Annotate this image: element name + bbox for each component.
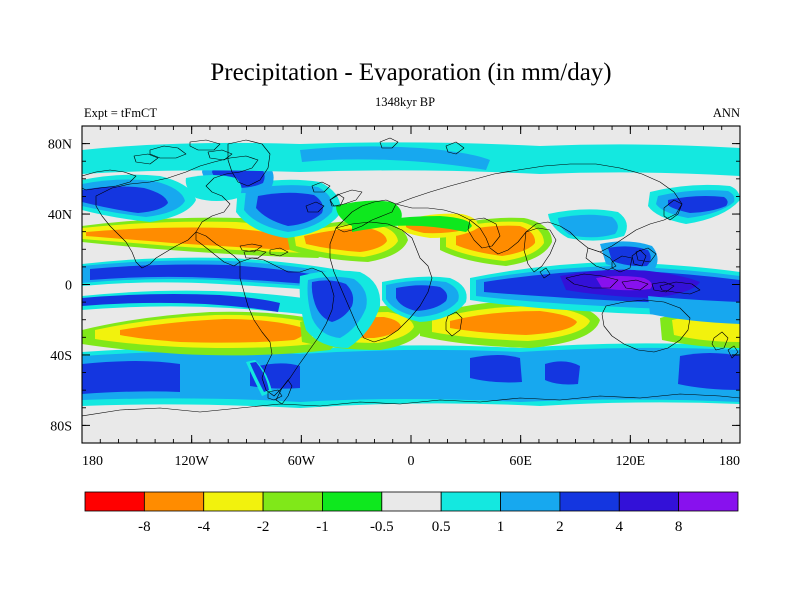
contour-band-medit-green [352, 216, 472, 232]
contour-band-sind-dry-core [450, 311, 577, 335]
x-axis-label: 60W [288, 454, 316, 469]
colorbar-segment [678, 491, 739, 512]
colorbar-tick-label: -0.5 [370, 519, 394, 535]
x-axis-label: 180 [719, 454, 740, 469]
colorbar-tick-label: 8 [675, 519, 683, 535]
colorbar-tick-label: -2 [257, 519, 270, 535]
contour-band-scs-core [608, 246, 651, 267]
contour-band-spac-dry-core [120, 319, 304, 343]
x-axis-label: 180 [82, 454, 103, 469]
contour-band-warmpool-gt8 [596, 276, 652, 291]
contour-band-asia-monsoon-core [558, 214, 618, 238]
contour-band-hudson [185, 175, 242, 201]
contour-band-africa-eq-core [396, 285, 448, 311]
colorbar-tick-label: 0.5 [432, 519, 451, 535]
colorbar-segment [322, 491, 383, 512]
colorbar-segment [381, 491, 442, 512]
contour-band-npac-storm-core [82, 186, 168, 213]
contour-band-arabian-dry-core [456, 225, 536, 256]
colorbar-segment [559, 491, 620, 512]
colorbar-tick-label: -8 [138, 519, 151, 535]
colorbar-segment [203, 491, 264, 512]
colorbar-segment [618, 491, 680, 512]
y-axis-label: 40N [48, 208, 72, 223]
x-axis-label: 0 [408, 454, 415, 469]
colorbar-tick-label: -4 [197, 519, 210, 535]
x-axis-label: 120W [175, 454, 210, 469]
contour-band-seq-pac-core [82, 294, 280, 312]
experiment-label: Expt = tFmCT [84, 106, 157, 120]
contour-band-so-2-4-c [470, 355, 522, 383]
contour-band-so-2-4-d [545, 361, 580, 385]
colorbar-segment [143, 491, 205, 512]
y-axis-label: 80S [50, 419, 72, 434]
colorbar: -8 -4 -2 -1 -0.5 0.5 1 2 4 8 [84, 491, 739, 535]
y-axis: 80N 40N 0 40S 80S [48, 125, 740, 444]
x-axis-label: 120E [616, 454, 646, 469]
contour-band-spcz [648, 296, 740, 324]
x-axis: 180 120W 60W 0 60E 120E 180 [81, 126, 741, 469]
contour-band-itcz-pac-core [90, 264, 327, 285]
map-plot-area [81, 125, 741, 444]
contour-band-natl-storm-core [256, 192, 323, 226]
contour-band-so-2-4-e [678, 353, 740, 390]
figure-title: Precipitation - Evaporation (in mm/day) [210, 59, 611, 86]
colorbar-tick-label: -1 [316, 519, 329, 535]
colorbar-segment [262, 491, 323, 512]
colorbar-segment [500, 491, 561, 512]
contour-band-europe-green [336, 200, 402, 228]
colorbar-tick-label: 4 [616, 519, 624, 535]
figure-subtitle: 1348kyr BP [375, 95, 435, 109]
contour-band-amazon-core [311, 280, 354, 322]
contour-band-so-1-2 [82, 347, 740, 402]
colorbar-tick-label: 1 [497, 519, 505, 535]
contour-field [82, 126, 740, 443]
y-axis-label: 40S [50, 349, 72, 364]
x-axis-label: 60E [509, 454, 532, 469]
colorbar-segment [84, 491, 145, 512]
y-axis-label: 80N [48, 138, 72, 153]
contour-band-antarctica-neutral [82, 402, 740, 443]
y-axis-label: 0 [65, 279, 72, 294]
season-label: ANN [713, 106, 740, 120]
colorbar-tick-label: 2 [556, 519, 564, 535]
coastlines [82, 137, 740, 417]
contour-band-natl-dry-core [304, 228, 387, 252]
colorbar-segment [440, 491, 501, 512]
contour-band-so-2-4-a [82, 361, 180, 394]
contour-band-neurasia-core [300, 146, 490, 170]
contour-band-nwpac-storm-core [668, 196, 728, 213]
